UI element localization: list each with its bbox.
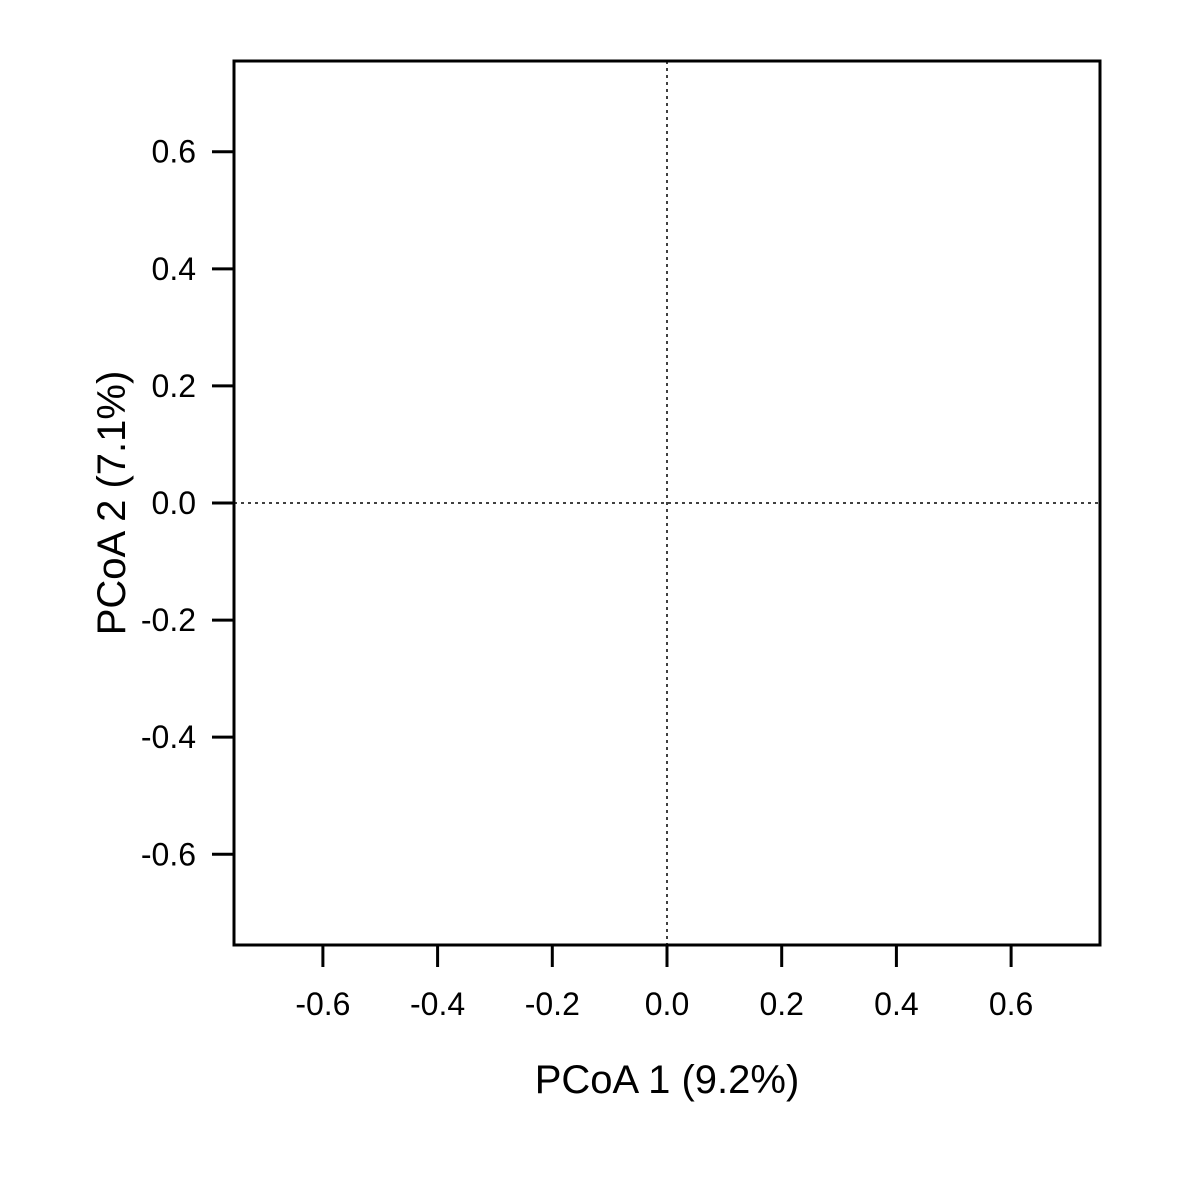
y-tick-label: -0.4: [141, 719, 196, 755]
y-tick-label: 0.4: [152, 251, 196, 287]
y-axis-title: PCoA 2 (7.1%): [90, 371, 134, 636]
x-axis-ticks: -0.6 -0.4 -0.2 0.0 0.2 0.4 0.6: [295, 945, 1033, 1022]
x-tick-label: -0.6: [295, 986, 350, 1022]
x-tick-label: 0.0: [645, 986, 689, 1022]
y-tick-label: 0.0: [152, 485, 196, 521]
x-tick-label: -0.4: [410, 986, 465, 1022]
x-tick-label: 0.6: [989, 986, 1033, 1022]
y-axis-ticks: -0.6 -0.4 -0.2 0.0 0.2 0.4 0.6: [141, 134, 234, 872]
y-tick-label: 0.2: [152, 368, 196, 404]
y-tick-label: -0.2: [141, 602, 196, 638]
y-tick-label: 0.6: [152, 134, 196, 170]
x-tick-label: 0.2: [759, 986, 803, 1022]
x-tick-label: -0.2: [525, 986, 580, 1022]
y-tick-label: -0.6: [141, 836, 196, 872]
x-axis-title: PCoA 1 (9.2%): [535, 1058, 800, 1102]
x-tick-label: 0.4: [874, 986, 918, 1022]
